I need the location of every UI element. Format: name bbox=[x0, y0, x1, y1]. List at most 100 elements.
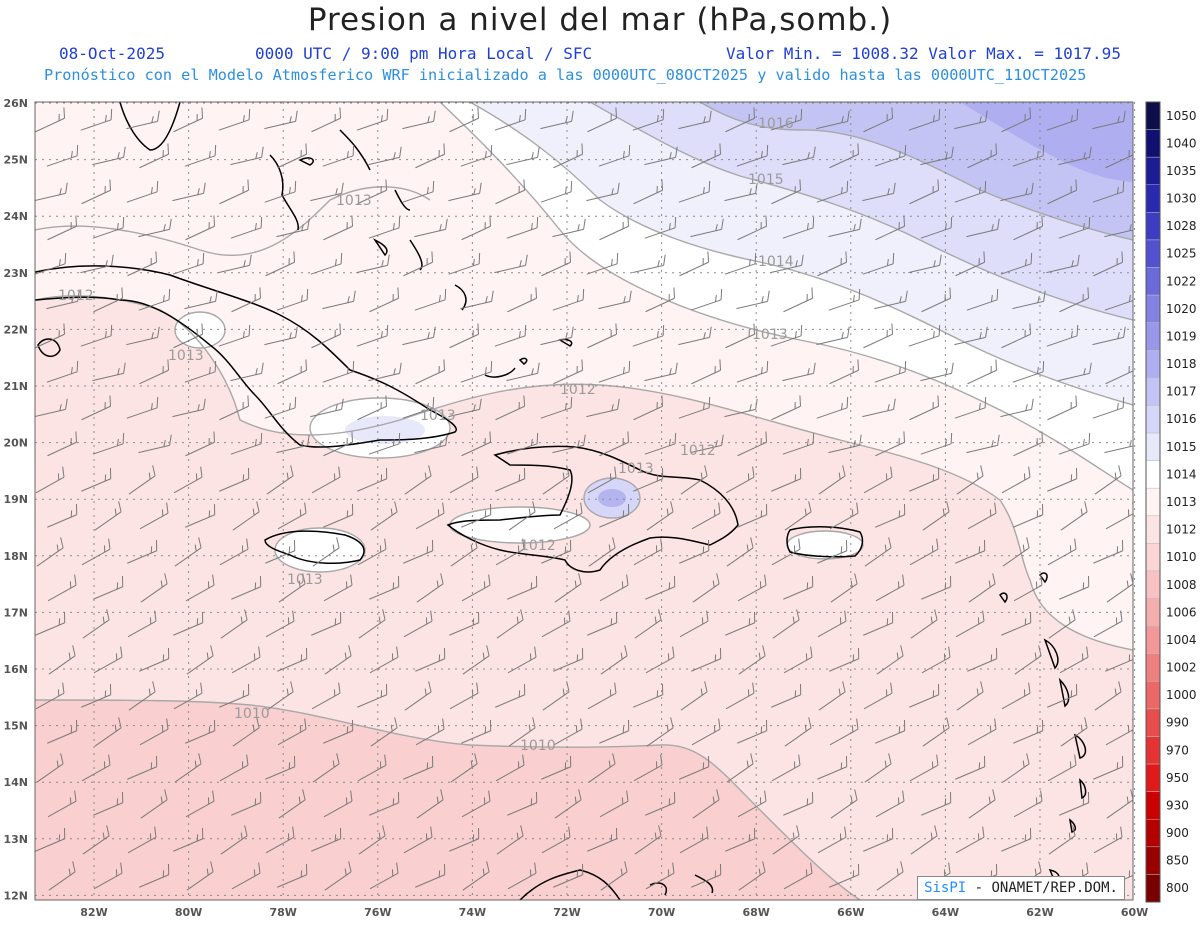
wind-barb bbox=[173, 682, 203, 710]
wind-barb bbox=[47, 503, 78, 528]
wind-barb bbox=[47, 431, 78, 457]
wind-barb bbox=[93, 646, 123, 674]
wind-barb bbox=[540, 110, 574, 130]
wind-barb bbox=[264, 326, 298, 346]
wind-barb bbox=[1092, 110, 1126, 130]
wind-barb bbox=[231, 791, 262, 816]
pressure-colorbar: 1050 1040 1035 1030 1028 1025 1022 1020 1019 1018… bbox=[1145, 101, 1197, 903]
wind-barb bbox=[1059, 575, 1090, 600]
wind-barb bbox=[587, 323, 618, 349]
wind-barb bbox=[644, 362, 678, 382]
wind-barb bbox=[587, 466, 617, 494]
wind-barb bbox=[1012, 290, 1046, 310]
wind-barb bbox=[140, 789, 168, 819]
wind-barb bbox=[783, 791, 814, 816]
colorbar-label: 1020 bbox=[1166, 302, 1197, 316]
contour-label: 1010 bbox=[520, 738, 556, 754]
colorbar-swatch bbox=[1145, 267, 1161, 296]
wind-barb bbox=[864, 537, 892, 567]
colorbar-label: 1008 bbox=[1166, 578, 1197, 592]
wind-barb bbox=[921, 575, 952, 600]
wind-barb bbox=[311, 611, 342, 636]
wind-barb bbox=[506, 217, 539, 239]
wind-barb bbox=[415, 718, 445, 746]
wind-barb bbox=[311, 323, 342, 349]
wind-barb bbox=[954, 326, 988, 346]
wind-barb bbox=[633, 179, 664, 205]
wind-barb bbox=[230, 362, 264, 382]
wind-barb bbox=[598, 290, 632, 310]
wind-barb bbox=[265, 539, 296, 564]
wind-barb bbox=[81, 179, 112, 205]
wind-barb bbox=[1048, 609, 1076, 639]
wind-barb bbox=[1012, 145, 1045, 167]
wind-barb bbox=[817, 539, 848, 564]
wind-barb bbox=[403, 826, 433, 854]
lat-label: 19N bbox=[3, 493, 28, 506]
wind-barb bbox=[416, 573, 444, 603]
colorbar-swatch bbox=[1145, 156, 1161, 186]
wind-barb bbox=[691, 647, 722, 672]
wind-barb bbox=[277, 647, 308, 672]
wind-barb bbox=[772, 825, 800, 855]
wind-barb bbox=[322, 145, 355, 167]
lat-label: 15N bbox=[3, 720, 28, 733]
wind-barb bbox=[172, 182, 206, 202]
wind-barb bbox=[126, 397, 159, 419]
forecast-time: 0000 UTC / 9:00 pm Hora Local / SFC bbox=[255, 44, 593, 63]
wind-barb bbox=[599, 719, 630, 744]
wind-barb bbox=[1047, 395, 1078, 421]
wind-barb bbox=[875, 215, 906, 241]
wind-barb bbox=[93, 791, 124, 816]
wind-barb bbox=[691, 143, 722, 169]
wind-barb bbox=[830, 789, 858, 819]
colorbar-label: 1013 bbox=[1166, 495, 1197, 509]
wind-barb bbox=[1013, 719, 1044, 744]
wind-barb bbox=[185, 431, 216, 457]
colorbar-label: 1022 bbox=[1166, 274, 1197, 288]
wind-barb bbox=[231, 575, 262, 600]
colorbar-label: 800 bbox=[1166, 881, 1189, 895]
wind-barb bbox=[404, 465, 432, 495]
wind-barb bbox=[771, 467, 802, 492]
colorbar-swatch bbox=[1145, 736, 1161, 765]
wind-barb bbox=[644, 146, 678, 166]
wind-barb bbox=[357, 395, 388, 421]
wind-barb bbox=[219, 395, 250, 421]
wind-barb bbox=[508, 717, 536, 747]
wind-barb bbox=[174, 753, 202, 783]
wind-barb bbox=[402, 326, 436, 346]
colorbar-label: 1010 bbox=[1166, 550, 1197, 564]
wind-barb bbox=[954, 181, 987, 203]
wind-barb bbox=[1000, 253, 1033, 275]
lat-label: 14N bbox=[3, 776, 28, 789]
wind-barb bbox=[172, 398, 206, 418]
latitude-labels: 26N 25N 24N 23N 22N 21N 20N 19N 18N 17N 16N 15N 14N 1… bbox=[3, 97, 28, 902]
wind-barb bbox=[449, 323, 480, 349]
wind-barb bbox=[1104, 295, 1133, 311]
wind-barb bbox=[966, 434, 1000, 454]
wind-barb bbox=[600, 861, 628, 891]
wind-barb bbox=[633, 538, 663, 566]
wind-barb bbox=[955, 610, 985, 638]
contour-label: 1013 bbox=[168, 348, 204, 364]
lon-label: 80W bbox=[175, 906, 202, 919]
wind-barb bbox=[908, 254, 942, 274]
wind-barb bbox=[127, 539, 158, 564]
wind-barb bbox=[633, 395, 664, 421]
wind-barb bbox=[311, 682, 341, 710]
wind-barb bbox=[920, 433, 953, 455]
wind-barb bbox=[1013, 215, 1044, 241]
wind-barb bbox=[506, 433, 539, 455]
wind-barb bbox=[404, 681, 432, 711]
wind-barb bbox=[47, 719, 78, 744]
wind-barb bbox=[828, 289, 861, 311]
lon-label: 82W bbox=[80, 906, 107, 919]
wind-barb bbox=[265, 755, 296, 780]
wind-barb bbox=[448, 398, 482, 418]
wind-barb bbox=[1013, 574, 1043, 602]
wind-barb bbox=[678, 110, 712, 130]
wind-barb bbox=[231, 862, 261, 890]
wind-barb bbox=[554, 789, 582, 819]
